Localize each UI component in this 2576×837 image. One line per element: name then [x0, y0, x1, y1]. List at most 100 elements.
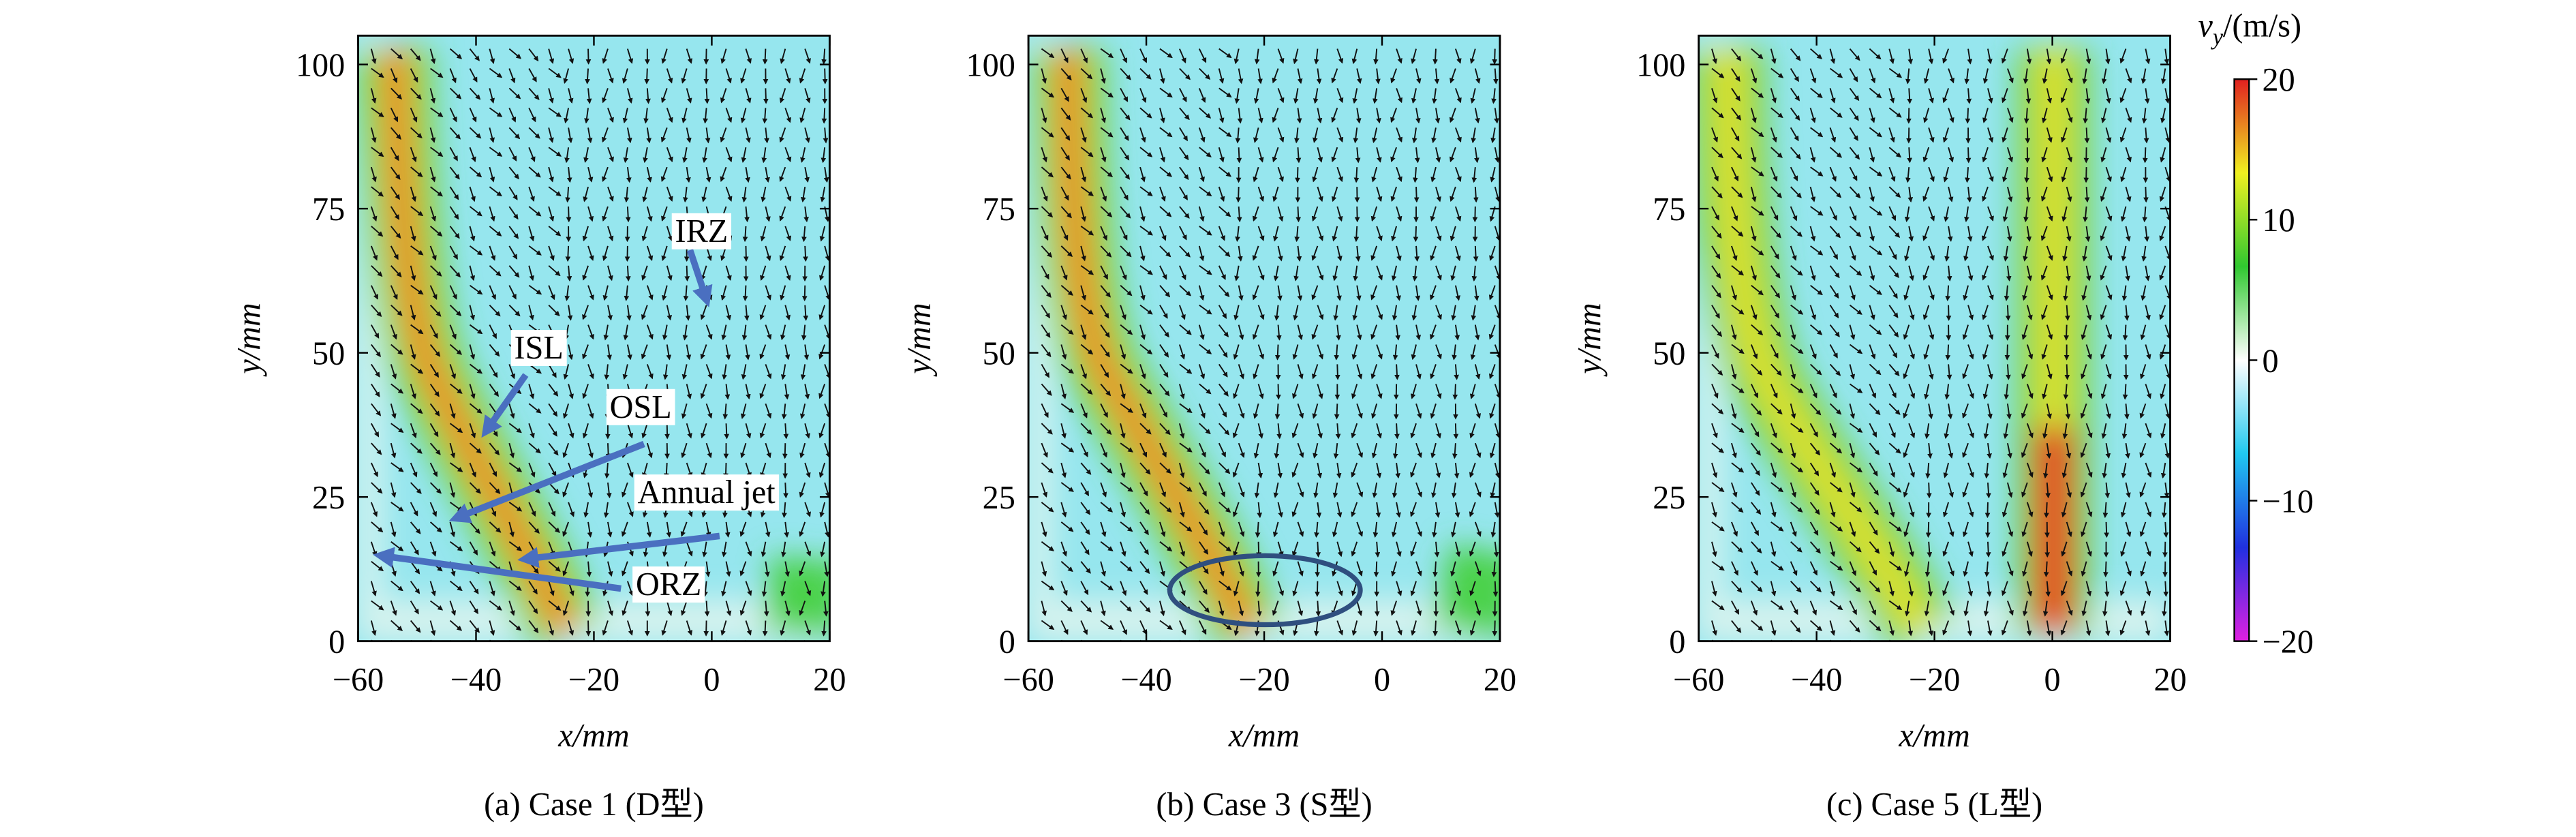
vector [661, 245, 668, 262]
vector [528, 581, 538, 595]
vector [390, 304, 403, 316]
y-tick-label: 50 [983, 336, 1015, 372]
vector [804, 127, 810, 143]
vector [583, 147, 589, 163]
y-tick-label: 50 [1653, 336, 1685, 372]
vector [370, 245, 378, 261]
vector [410, 226, 416, 242]
vector [1336, 640, 1338, 641]
vector [784, 305, 791, 321]
vector [528, 206, 542, 217]
vector [666, 600, 673, 616]
vector [799, 482, 806, 498]
vector [508, 245, 518, 260]
colorbar-tick-label: 10 [2263, 202, 2295, 239]
vector [566, 206, 572, 223]
vector [429, 285, 438, 300]
vector [779, 127, 786, 143]
vector [585, 68, 590, 85]
colorbar-tick-label: −20 [2263, 624, 2314, 660]
vector [622, 561, 628, 577]
vector [760, 265, 767, 281]
vector [763, 88, 769, 104]
vector [528, 265, 534, 281]
vector [803, 305, 809, 321]
vector [587, 285, 594, 301]
vector [721, 581, 727, 597]
vector [469, 48, 480, 61]
vector [2105, 640, 2107, 641]
vector [803, 344, 810, 361]
vector [739, 561, 747, 577]
vector [489, 462, 497, 477]
vector [720, 48, 727, 64]
vector [562, 600, 570, 616]
vector [568, 423, 574, 439]
field [1028, 35, 1500, 641]
vector [622, 68, 628, 84]
vector [759, 305, 767, 320]
vector [548, 147, 562, 157]
vector [622, 600, 628, 616]
vector [489, 186, 502, 197]
vector [548, 600, 562, 611]
vector [683, 285, 689, 301]
vector [429, 581, 436, 596]
vector [562, 561, 570, 577]
x-axis-label: x/mm [557, 718, 629, 754]
vector [607, 68, 614, 84]
vector [607, 147, 614, 163]
vector [566, 167, 572, 183]
vector [720, 285, 727, 301]
vector [548, 88, 554, 104]
vector [449, 423, 463, 433]
vector [528, 600, 538, 614]
vector [701, 186, 707, 202]
vector [489, 344, 500, 357]
vector [489, 127, 495, 143]
vector [582, 305, 589, 320]
vector [582, 344, 589, 360]
vector [489, 442, 500, 456]
vector [626, 305, 632, 321]
vector [2104, 521, 2109, 538]
vector [489, 206, 495, 222]
vector [741, 186, 748, 203]
vector [410, 324, 424, 335]
y-tick-label: 50 [312, 336, 345, 372]
vector [602, 620, 609, 636]
vector [528, 107, 536, 123]
vector [804, 502, 811, 517]
vector [528, 226, 535, 242]
vector [783, 423, 789, 440]
vector [801, 226, 807, 243]
x-axis-label: x/mm [1228, 718, 1300, 754]
vector [489, 147, 503, 157]
vector [390, 521, 397, 538]
vector [449, 186, 459, 200]
vector [666, 226, 673, 242]
vector [508, 285, 517, 300]
vector [1948, 640, 1950, 641]
vector [622, 108, 628, 124]
vector [724, 384, 731, 400]
vector [489, 521, 502, 533]
vector [390, 107, 399, 123]
vector [745, 620, 752, 636]
vector [429, 166, 436, 183]
vector [390, 186, 400, 200]
vector [429, 442, 441, 455]
y-tick-label: 100 [296, 47, 345, 83]
vector [765, 285, 771, 301]
x-tick-label: 20 [813, 662, 846, 698]
vector [662, 285, 668, 301]
vector [390, 344, 403, 355]
vector [759, 423, 767, 439]
vector [607, 305, 613, 321]
vector [528, 620, 539, 634]
vector [626, 344, 632, 361]
vector [804, 384, 810, 400]
vector [641, 344, 648, 360]
vector [725, 640, 727, 641]
vector [410, 147, 417, 163]
